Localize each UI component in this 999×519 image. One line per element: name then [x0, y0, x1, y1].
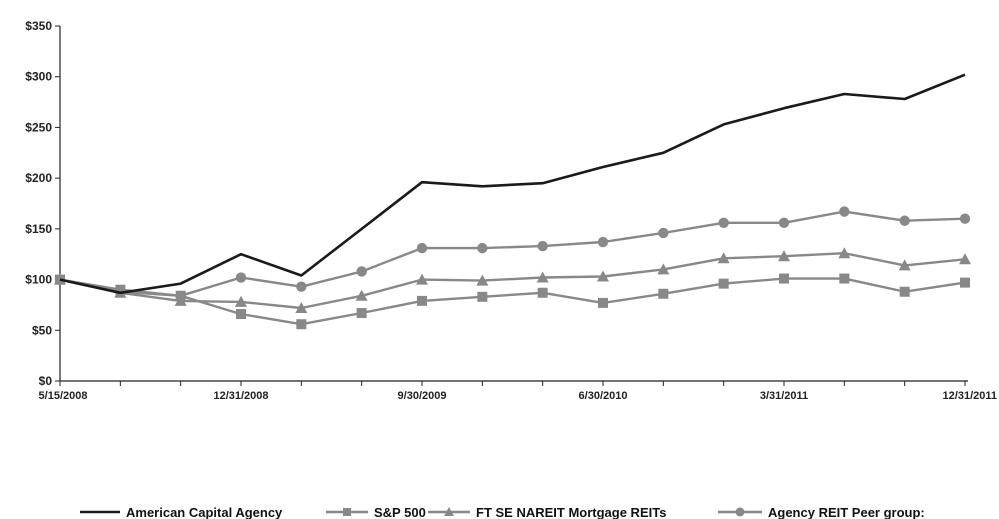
series-line-s-p-500 [59, 277, 966, 326]
data-point-s-p-500 [537, 287, 548, 298]
data-point-agency-reit-peer-group [899, 215, 910, 226]
legend-label-ftse-nareit: FT SE NAREIT Mortgage REITs [476, 505, 666, 519]
data-point-agency-reit-peer-group [296, 281, 307, 292]
y-tick-label: $300 [25, 70, 52, 84]
series-line-ftse-nareit-mortgage-reits [59, 251, 966, 310]
x-tick-label: 5/15/2008 [39, 390, 88, 402]
data-point-ftse-nareit-mortgage-reits [959, 253, 971, 265]
data-point-ftse-nareit-mortgage-reits [778, 250, 790, 262]
axes [59, 26, 968, 382]
y-axis-ticks: $0 $50 $100 $150 $200 $250 $300 $350 [25, 19, 60, 388]
legend-label-american-capital-agency: American Capital Agency [126, 505, 283, 519]
x-tick-label: 12/31/2011 [943, 390, 997, 402]
x-tick-label: 3/31/2011 [760, 390, 808, 402]
data-point-s-p-500 [779, 273, 789, 284]
y-tick-label: $350 [25, 19, 52, 33]
y-tick-label: $250 [25, 120, 52, 134]
data-point-ftse-nareit-mortgage-reits [717, 252, 730, 264]
legend-marker-sp500 [343, 508, 351, 516]
data-point-ftse-nareit-mortgage-reits [476, 274, 489, 286]
data-point-ftse-nareit-mortgage-reits [536, 271, 549, 283]
y-tick-label: $100 [25, 273, 52, 287]
data-point-s-p-500 [839, 273, 850, 284]
data-point-s-p-500 [296, 319, 307, 330]
series-line-american-capital-agency [59, 73, 966, 295]
data-point-s-p-500 [417, 295, 427, 306]
data-point-agency-reit-peer-group [718, 217, 729, 228]
series-layer [54, 73, 971, 330]
data-point-agency-reit-peer-group [839, 206, 850, 217]
legend-marker-agency-reit-peer [735, 507, 745, 517]
data-point-ftse-nareit-mortgage-reits [355, 289, 368, 301]
data-point-s-p-500 [356, 308, 367, 319]
data-point-s-p-500 [960, 277, 970, 288]
data-point-ftse-nareit-mortgage-reits [838, 247, 851, 259]
legend-marker-ftse-nareit [444, 507, 454, 516]
legend-label-sp500: S&P 500 [374, 505, 426, 519]
data-point-agency-reit-peer-group [778, 217, 790, 228]
legend: American Capital Agency S&P 500 FT SE NA… [80, 505, 925, 519]
data-point-agency-reit-peer-group [658, 227, 669, 239]
data-point-s-p-500 [718, 278, 729, 289]
data-point-agency-reit-peer-group [537, 240, 548, 252]
y-tick-label: $50 [32, 323, 52, 337]
y-tick-label: $0 [39, 374, 53, 388]
data-point-ftse-nareit-mortgage-reits [898, 259, 911, 271]
series-line-agency-reit-peer-group [59, 210, 966, 297]
data-point-agency-reit-peer-group [959, 213, 971, 224]
data-point-agency-reit-peer-group [477, 242, 488, 254]
data-point-ftse-nareit-mortgage-reits [235, 295, 247, 307]
data-point-s-p-500 [236, 309, 246, 320]
legend-label-agency-reit-peer: Agency REIT Peer group: [768, 505, 925, 519]
data-point-s-p-500 [477, 291, 488, 302]
data-point-s-p-500 [658, 288, 669, 299]
x-tick-label: 12/31/2008 [213, 390, 268, 402]
data-point-agency-reit-peer-group [235, 272, 247, 283]
data-point-agency-reit-peer-group [175, 290, 186, 301]
data-point-s-p-500 [598, 297, 608, 308]
data-point-ftse-nareit-mortgage-reits [597, 270, 609, 282]
data-point-s-p-500 [899, 286, 910, 297]
data-point-ftse-nareit-mortgage-reits [295, 301, 308, 313]
data-point-agency-reit-peer-group [356, 266, 367, 277]
x-tick-label: 9/30/2009 [398, 390, 447, 402]
data-point-agency-reit-peer-group [54, 274, 66, 285]
data-point-ftse-nareit-mortgage-reits [657, 263, 670, 275]
data-point-agency-reit-peer-group [416, 242, 428, 254]
data-point-ftse-nareit-mortgage-reits [416, 273, 428, 285]
y-tick-label: $150 [25, 222, 52, 236]
data-point-agency-reit-peer-group [597, 236, 609, 248]
y-tick-label: $200 [25, 171, 52, 185]
x-axis-ticks: 5/15/2008 12/31/2008 9/30/2009 6/30/2010 3/3… [39, 381, 997, 402]
x-tick-label: 6/30/2010 [579, 390, 628, 402]
